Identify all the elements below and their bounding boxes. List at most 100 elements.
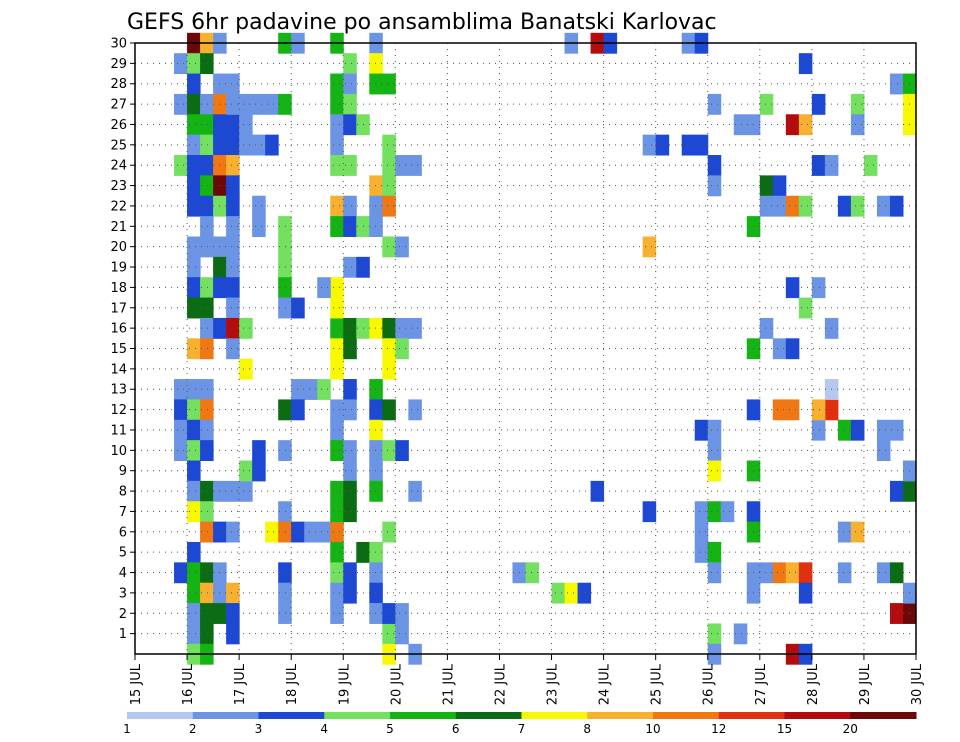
heatmap-cell — [200, 277, 214, 299]
heatmap-cell — [343, 73, 357, 95]
colorbar-label: 10 — [645, 722, 660, 736]
heatmap-cell — [759, 195, 774, 217]
heatmap-cell — [278, 521, 292, 543]
y-tick-label: 20 — [110, 240, 127, 255]
heatmap-cell — [707, 501, 722, 523]
heatmap-cell — [642, 236, 657, 258]
heatmap-cell — [252, 460, 266, 482]
heatmap-cell — [200, 317, 214, 339]
y-tick-label: 9 — [119, 464, 127, 479]
heatmap-cell — [187, 460, 201, 482]
heatmap-cell — [200, 93, 214, 115]
heatmap-cell — [382, 338, 396, 360]
heatmap-cell — [226, 216, 240, 237]
y-tick-label: 23 — [110, 179, 127, 194]
heatmap-cell — [330, 73, 344, 95]
y-tick-label: 6 — [119, 525, 127, 540]
heatmap-cell — [382, 440, 396, 462]
heatmap-cell — [343, 216, 357, 237]
heatmap-cell — [837, 521, 852, 543]
y-tick-label: 4 — [119, 566, 127, 581]
heatmap-cell — [200, 134, 214, 156]
x-tick-label: 27 JUL — [754, 663, 769, 705]
heatmap-cell — [707, 155, 722, 176]
heatmap-cell — [265, 521, 279, 543]
heatmap-cell — [304, 521, 318, 543]
heatmap-cell — [239, 114, 253, 136]
heatmap-cell — [330, 399, 344, 421]
heatmap-cell — [200, 399, 214, 421]
heatmap-cell — [343, 379, 357, 400]
colorbar-label: 4 — [320, 722, 328, 736]
heatmap-cell — [343, 256, 357, 278]
y-tick-label: 2 — [119, 607, 127, 622]
heatmap-cell — [369, 603, 383, 624]
heatmap-cell — [642, 501, 657, 523]
heatmap-cell — [174, 93, 188, 115]
heatmap-cell — [265, 93, 279, 115]
heatmap-cell — [733, 623, 748, 645]
heatmap-cell — [343, 195, 357, 217]
heatmap-cell — [850, 195, 865, 217]
heatmap-cell — [369, 195, 383, 217]
plot-frame — [134, 42, 917, 655]
heatmap-cell — [200, 114, 214, 136]
colorbar-swatch — [455, 712, 522, 719]
heatmap-cell — [694, 541, 709, 563]
heatmap-cell — [811, 419, 826, 441]
heatmap-cell — [343, 114, 357, 136]
heatmap-cell — [655, 134, 670, 156]
heatmap-cell — [278, 216, 292, 237]
heatmap-cell — [187, 175, 201, 197]
heatmap-cell — [200, 440, 214, 462]
colorbar-label: 12 — [711, 722, 726, 736]
heatmap-cell — [226, 155, 240, 176]
heatmap-cell — [785, 399, 800, 421]
heatmap-cell — [343, 399, 357, 421]
heatmap-cell — [187, 440, 201, 462]
colorbar-label: 5 — [386, 722, 394, 736]
heatmap-cell — [694, 419, 709, 441]
heatmap-cell — [395, 338, 409, 360]
heatmap-cell — [239, 460, 253, 482]
heatmap-cell — [200, 236, 214, 258]
heatmap-cell — [772, 562, 787, 584]
heatmap-cell — [889, 419, 904, 441]
heatmap-cell — [187, 562, 201, 584]
heatmap-cell — [174, 379, 188, 400]
x-tick-label: 25 JUL — [650, 663, 665, 705]
x-tick-label: 22 JUL — [493, 663, 508, 705]
heatmap-cell — [226, 603, 240, 624]
x-axis: 15 JUL 16 JUL 17 JUL 18 JUL 19 JUL 20 JUL 21 J… — [129, 654, 925, 705]
heatmap-cell — [707, 175, 722, 197]
heatmap-cell — [278, 562, 292, 584]
heatmap-cell — [733, 114, 748, 136]
heatmap-cell — [707, 562, 722, 584]
heatmap-cell — [330, 195, 344, 217]
heatmap-cell — [694, 501, 709, 523]
y-tick-label: 21 — [110, 220, 127, 235]
heatmap-cell — [889, 73, 904, 95]
heatmap-cell — [369, 175, 383, 197]
heatmap-cell — [226, 236, 240, 258]
heatmap-cell — [330, 277, 344, 299]
heatmap-cell — [252, 93, 266, 115]
heatmap-cell — [187, 53, 201, 75]
heatmap-cell — [226, 297, 240, 319]
heatmap-cell — [837, 562, 852, 584]
heatmap-cell — [707, 419, 722, 441]
x-tick-label: 16 JUL — [181, 663, 196, 705]
heatmap-cell — [850, 521, 865, 543]
heatmap-cell — [369, 317, 383, 339]
x-tick-label: 17 JUL — [233, 663, 248, 705]
y-tick-label: 8 — [119, 485, 127, 500]
heatmap-cell — [174, 419, 188, 441]
y-tick-label: 30 — [110, 37, 127, 52]
heatmap-cell — [343, 480, 357, 502]
heatmap-cell — [395, 440, 409, 462]
colorbar-label: 20 — [843, 722, 858, 736]
heatmap-cell — [811, 155, 826, 176]
heatmap-cell — [330, 155, 344, 176]
heatmap-cell — [278, 582, 292, 604]
heatmap-cell — [343, 440, 357, 462]
